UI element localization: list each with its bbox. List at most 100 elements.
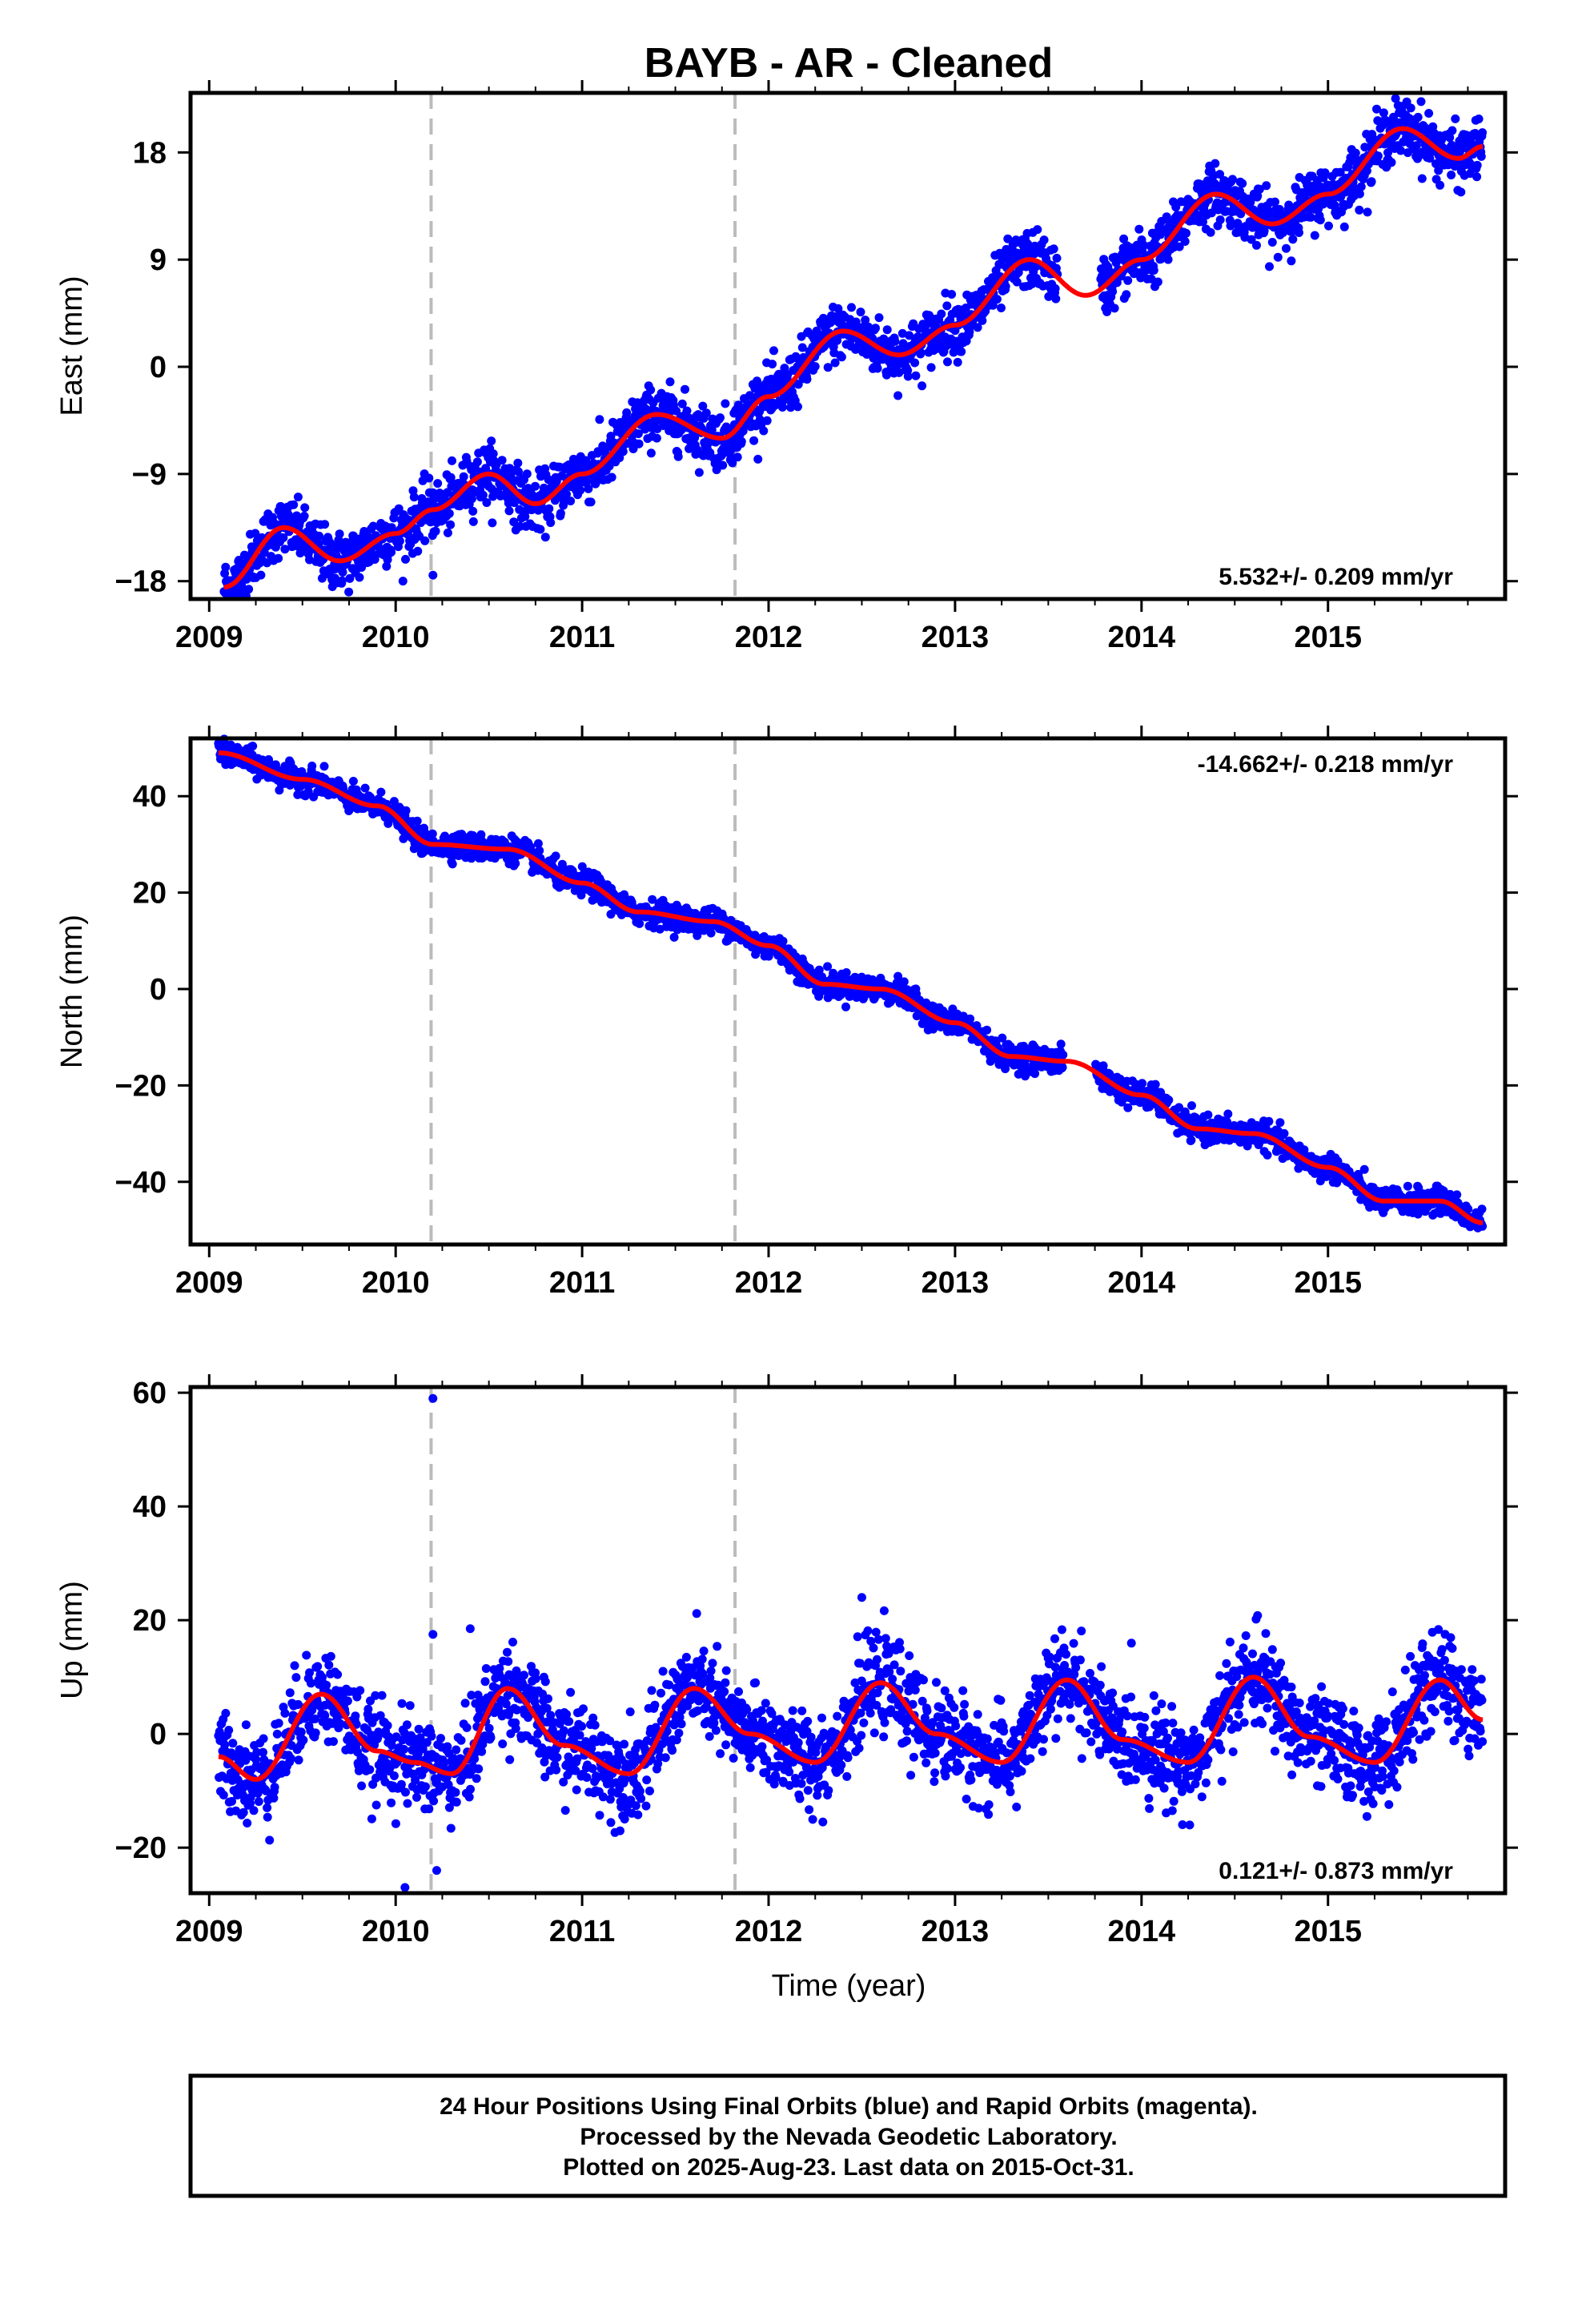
data-point (488, 449, 498, 459)
data-point (1255, 184, 1264, 194)
data-point (916, 348, 926, 357)
data-point (1052, 253, 1062, 263)
data-point (1383, 148, 1392, 158)
data-point (1050, 283, 1060, 293)
data-point (797, 343, 807, 352)
data-point (698, 401, 708, 411)
data-point (910, 358, 920, 368)
data-point (777, 403, 787, 412)
data-point (424, 473, 434, 483)
data-point (1320, 168, 1330, 178)
data-point (1271, 197, 1279, 207)
data-point (1445, 133, 1455, 143)
data-point (1001, 282, 1010, 292)
data-point (1049, 244, 1058, 254)
data-point (556, 509, 565, 518)
data-point (1465, 169, 1475, 179)
data-point (1264, 1116, 1274, 1126)
data-point (1110, 304, 1119, 313)
data-point (1223, 1109, 1233, 1119)
data-point (1324, 221, 1333, 231)
data-point (429, 495, 438, 505)
data-point (544, 504, 554, 513)
data-point (1391, 94, 1400, 103)
y-tick-label: −9 (132, 458, 167, 492)
data-point (1146, 274, 1156, 283)
y-tick-label: 40 (133, 780, 167, 814)
data-point (718, 460, 728, 470)
data-point (1424, 109, 1434, 118)
x-tick-label: 2015 (1294, 621, 1362, 654)
data-point (370, 555, 379, 564)
data-point (280, 545, 290, 554)
data-point (546, 518, 556, 528)
data-point (690, 433, 700, 443)
north-panel: 2009 2010 2011 2012 2013 2014 201540200−20−40N… (55, 726, 1518, 1300)
data-point (1287, 256, 1296, 266)
data-point (345, 573, 355, 583)
data-point (221, 562, 231, 572)
data-point (802, 375, 812, 384)
data-point (1431, 159, 1440, 168)
data-point (497, 456, 507, 465)
data-point (1447, 171, 1456, 179)
data-point (841, 968, 851, 977)
data-point (882, 325, 892, 335)
data-point (1199, 217, 1207, 227)
data-point (511, 858, 520, 868)
data-point (899, 977, 909, 987)
data-point (1451, 114, 1460, 123)
data-point (1279, 1128, 1289, 1138)
y-tick-label: 0 (150, 973, 167, 1007)
data-point (669, 932, 679, 942)
data-point (634, 439, 644, 448)
data-point (646, 448, 656, 458)
data-point (515, 521, 524, 531)
data-point (595, 415, 604, 424)
data-point (701, 408, 711, 418)
data-point (1122, 290, 1131, 300)
y-tick-label: 0 (150, 351, 167, 384)
data-point (768, 360, 777, 369)
data-point (1238, 179, 1247, 188)
data-point (433, 479, 443, 489)
data-point (778, 936, 788, 946)
data-point (1108, 287, 1118, 296)
data-point (293, 493, 303, 502)
data-point (412, 816, 422, 826)
data-point (522, 469, 532, 479)
data-point (478, 490, 488, 500)
data-point (823, 962, 833, 971)
data-point (793, 402, 802, 412)
data-point (1149, 266, 1158, 275)
data-point (1123, 275, 1133, 285)
data-point (482, 498, 492, 508)
data-point (562, 489, 571, 499)
data-point (344, 587, 354, 597)
data-point (973, 323, 982, 332)
data-point (1263, 1150, 1272, 1160)
data-point (1119, 234, 1129, 243)
data-point (394, 504, 404, 513)
data-point (1477, 1204, 1487, 1214)
data-point (1295, 228, 1303, 237)
data-point (387, 548, 396, 557)
data-point (488, 518, 497, 528)
y-axis-label: East (mm) (55, 275, 89, 416)
data-point (917, 381, 927, 391)
data-point (586, 497, 596, 507)
data-point (1153, 277, 1162, 287)
data-point (897, 328, 907, 338)
data-point (1282, 243, 1291, 253)
data-point (1310, 231, 1319, 240)
x-tick-label: 2014 (1108, 1266, 1176, 1300)
data-point (871, 324, 880, 333)
data-point (395, 537, 404, 546)
data-point (830, 358, 840, 368)
data-point (1223, 186, 1233, 195)
data-point (677, 399, 687, 408)
data-point (468, 517, 478, 526)
data-point (401, 806, 411, 815)
data-point (1452, 1190, 1462, 1200)
data-point (745, 391, 754, 400)
